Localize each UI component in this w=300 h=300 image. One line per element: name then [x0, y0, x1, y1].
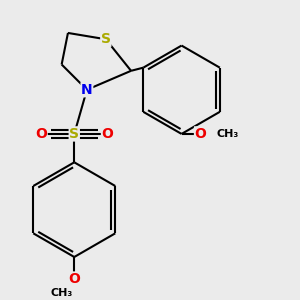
Text: O: O	[101, 127, 113, 141]
Text: O: O	[35, 127, 47, 141]
Text: O: O	[195, 127, 206, 141]
Text: S: S	[69, 127, 79, 141]
Text: O: O	[68, 272, 80, 286]
Text: S: S	[101, 32, 111, 46]
Text: CH₃: CH₃	[50, 288, 73, 298]
Text: CH₃: CH₃	[216, 129, 238, 139]
Text: N: N	[81, 83, 93, 97]
